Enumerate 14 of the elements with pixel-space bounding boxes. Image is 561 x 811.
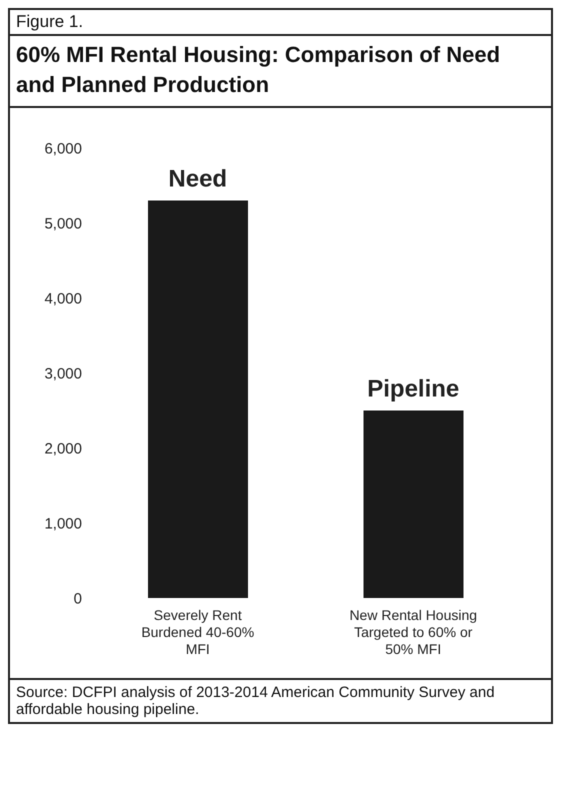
caption: Figure 1. [10, 10, 551, 36]
y-tick-label: 0 [74, 590, 82, 608]
chart-title: 60% MFI Rental Housing: Comparison of Need and Planned Production [10, 36, 551, 108]
x-tick-label: New Rental Housing Targeted to 60% or 50% MFI [349, 607, 478, 657]
x-tick-label: Severely Rent Burdened 40-60% MFI [141, 607, 254, 657]
annotation: Pipeline [367, 376, 460, 402]
y-tick-label: 2,000 [44, 440, 82, 458]
y-tick-label: 5,000 [44, 215, 82, 232]
annotation: Need [168, 166, 228, 192]
source-note: Source: DCFPI analysis of 2013-2014 American Community Survey and affordable housing pipeline. [10, 678, 551, 722]
y-tick-label: 6,000 [44, 140, 82, 158]
y-tick-label: 3,000 [44, 365, 82, 382]
y-tick-label: 1,000 [44, 515, 82, 532]
y-tick-label: 4,000 [44, 290, 82, 308]
